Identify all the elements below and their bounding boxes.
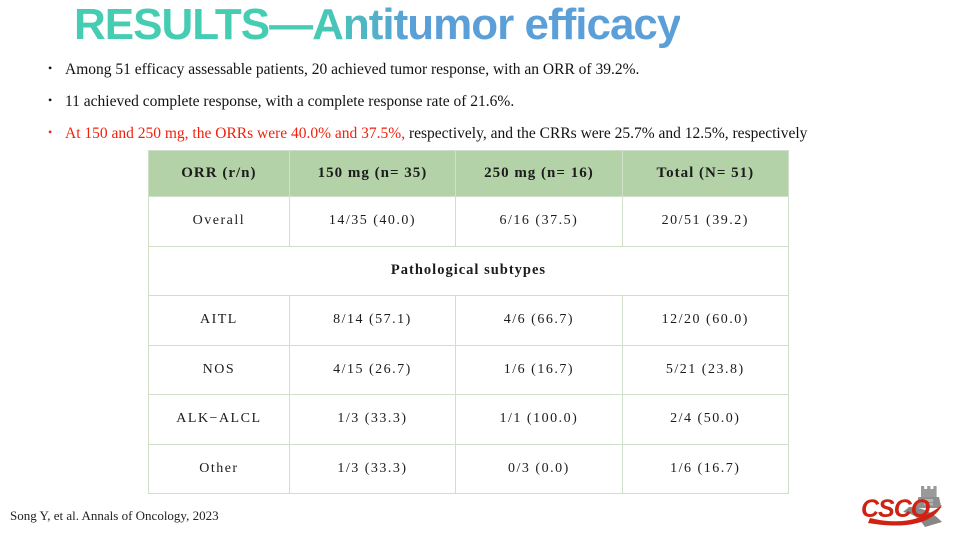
bullet-item: Among 51 efficacy assessable patients, 2… (46, 61, 946, 79)
value-cell: 2/4 (50.0) (621, 394, 790, 445)
row-label-cell: AITL (148, 295, 290, 346)
section-label-cell: Pathological subtypes (148, 245, 789, 296)
bullet-item: 11 achieved complete response, with a co… (46, 93, 946, 111)
value-cell: 1/3 (33.3) (288, 394, 457, 445)
bullet-text-highlighted: At 150 and 250 mg, the ORRs were 40.0% a… (65, 124, 409, 142)
table-row-overall: Overall 14/35 (40.0) 6/16 (37.5) 20/51 (… (148, 196, 790, 247)
bullet-text: respectively, and the CRRs were 25.7% an… (408, 124, 808, 142)
value-cell: 1/6 (16.7) (621, 443, 790, 494)
value-cell: 1/6 (16.7) (455, 344, 623, 395)
row-label-cell: Other (148, 443, 290, 494)
table-header-cell: 150 mg (n= 35) (288, 150, 457, 197)
row-label-cell: ALK−ALCL (148, 394, 290, 445)
value-cell: 0/3 (0.0) (455, 443, 623, 494)
table-row-alk-alcl: ALK−ALCL 1/3 (33.3) 1/1 (100.0) 2/4 (50.… (148, 394, 790, 445)
value-cell: 8/14 (57.1) (288, 295, 457, 346)
value-cell: 14/35 (40.0) (288, 196, 457, 247)
value-cell: 5/21 (23.8) (621, 344, 790, 395)
row-label-cell: Overall (148, 196, 290, 247)
table-header-cell: ORR (r/n) (148, 150, 290, 197)
slide-title: RESULTS—Antitumor efficacy (74, 0, 681, 49)
results-table: ORR (r/n) 150 mg (n= 35) 250 mg (n= 16) … (148, 150, 790, 494)
bullet-text: 11 achieved complete response, with a co… (65, 92, 515, 110)
table-row-nos: NOS 4/15 (26.7) 1/6 (16.7) 5/21 (23.8) (148, 344, 790, 395)
bullet-text: Among 51 efficacy assessable patients, 2… (65, 61, 640, 78)
value-cell: 20/51 (39.2) (621, 196, 790, 247)
csco-logo-text: CSCO (861, 495, 931, 523)
citation: Song Y, et al. Annals of Oncology, 2023 (10, 508, 219, 523)
value-cell: 4/6 (66.7) (455, 295, 623, 346)
value-cell: 6/16 (37.5) (455, 196, 623, 247)
value-cell: 1/1 (100.0) (455, 394, 623, 445)
bullet-list: Among 51 efficacy assessable patients, 2… (46, 61, 946, 156)
value-cell: 4/15 (26.7) (288, 344, 457, 395)
table-section-row: Pathological subtypes (148, 245, 789, 296)
bullet-item: At 150 and 250 mg, the ORRs were 40.0% a… (46, 125, 946, 143)
table-header-row: ORR (r/n) 150 mg (n= 35) 250 mg (n= 16) … (148, 150, 790, 197)
table-header-cell: 250 mg (n= 16) (455, 150, 623, 197)
value-cell: 1/3 (33.3) (288, 443, 457, 494)
row-label-cell: NOS (148, 344, 290, 395)
table-row-other: Other 1/3 (33.3) 0/3 (0.0) 1/6 (16.7) (148, 443, 790, 494)
csco-logo: CSCO (861, 486, 942, 527)
value-cell: 12/20 (60.0) (621, 295, 790, 346)
logo-swoosh (868, 505, 942, 526)
table-row-aitl: AITL 8/14 (57.1) 4/6 (66.7) 12/20 (60.0) (148, 295, 790, 346)
table-header-cell: Total (N= 51) (621, 150, 790, 197)
